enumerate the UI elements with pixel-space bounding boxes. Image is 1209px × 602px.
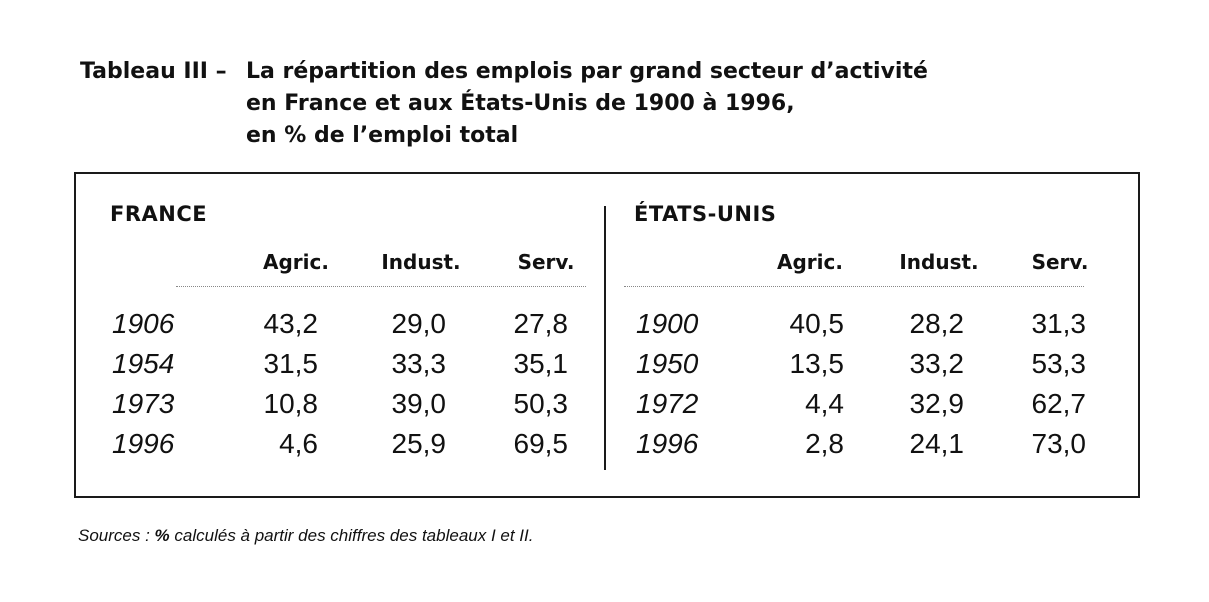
column-divider bbox=[604, 206, 606, 470]
usa-serv-value: 73,0 bbox=[1031, 428, 1087, 459]
france-header-rule bbox=[176, 286, 586, 287]
france-year: 1954 bbox=[112, 348, 175, 379]
france-agric-value: 4,6 bbox=[279, 428, 318, 459]
usa-year: 1900 bbox=[636, 308, 699, 339]
sources-text: calculés à partir des chiffres des table… bbox=[174, 526, 534, 545]
france-year: 1996 bbox=[112, 428, 175, 459]
france-year: 1906 bbox=[112, 308, 175, 339]
france-agric-value: 31,5 bbox=[263, 348, 319, 379]
france-year: 1973 bbox=[112, 388, 175, 419]
france-serv-value: 35,1 bbox=[513, 348, 569, 379]
usa-agric-value: 2,8 bbox=[805, 428, 844, 459]
france-indust-value: 25,9 bbox=[391, 428, 447, 459]
france-agric-value: 10,8 bbox=[263, 388, 319, 419]
france-serv-value: 69,5 bbox=[513, 428, 569, 459]
caption-line-2: en France et aux États-Unis de 1900 à 19… bbox=[246, 91, 795, 116]
usa-indust-value: 28,2 bbox=[909, 308, 965, 339]
sources-note: Sources : % calculés à partir des chiffr… bbox=[78, 526, 533, 546]
sources-percent-symbol: % bbox=[154, 526, 170, 545]
usa-year: 1972 bbox=[636, 388, 699, 419]
usa-year: 1996 bbox=[636, 428, 699, 459]
usa-agric-value: 40,5 bbox=[789, 308, 845, 339]
usa-agric-value: 4,4 bbox=[805, 388, 844, 419]
usa-indust-value: 24,1 bbox=[909, 428, 965, 459]
usa-serv-value: 31,3 bbox=[1031, 308, 1087, 339]
france-serv-value: 50,3 bbox=[513, 388, 569, 419]
france-serv-value: 27,8 bbox=[513, 308, 569, 339]
caption-line-3: en % de l’emploi total bbox=[246, 123, 519, 148]
usa-serv-value: 53,3 bbox=[1031, 348, 1087, 379]
usa-header-rule bbox=[624, 286, 1084, 287]
caption-label: Tableau III – bbox=[80, 59, 227, 84]
data-table: FRANCE Agric. Indust. Serv. 1906 43,2 29… bbox=[74, 172, 1140, 498]
france-col-indust: Indust. bbox=[381, 250, 461, 274]
france-indust-value: 29,0 bbox=[391, 308, 447, 339]
usa-col-agric: Agric. bbox=[777, 250, 843, 274]
usa-year: 1950 bbox=[636, 348, 699, 379]
usa-col-indust: Indust. bbox=[899, 250, 979, 274]
france-indust-value: 33,3 bbox=[391, 348, 447, 379]
france-col-agric: Agric. bbox=[263, 250, 329, 274]
sources-prefix: Sources : bbox=[78, 526, 150, 545]
france-agric-value: 43,2 bbox=[263, 308, 319, 339]
usa-col-serv: Serv. bbox=[1031, 250, 1089, 274]
france-col-serv: Serv. bbox=[517, 250, 575, 274]
france-indust-value: 39,0 bbox=[391, 388, 447, 419]
usa-serv-value: 62,7 bbox=[1031, 388, 1087, 419]
usa-indust-value: 33,2 bbox=[909, 348, 965, 379]
usa-agric-value: 13,5 bbox=[789, 348, 845, 379]
france-title: FRANCE bbox=[110, 202, 208, 226]
caption-line-1: La répartition des emplois par grand sec… bbox=[246, 59, 928, 84]
usa-title: ÉTATS-UNIS bbox=[634, 202, 777, 226]
usa-indust-value: 32,9 bbox=[909, 388, 965, 419]
